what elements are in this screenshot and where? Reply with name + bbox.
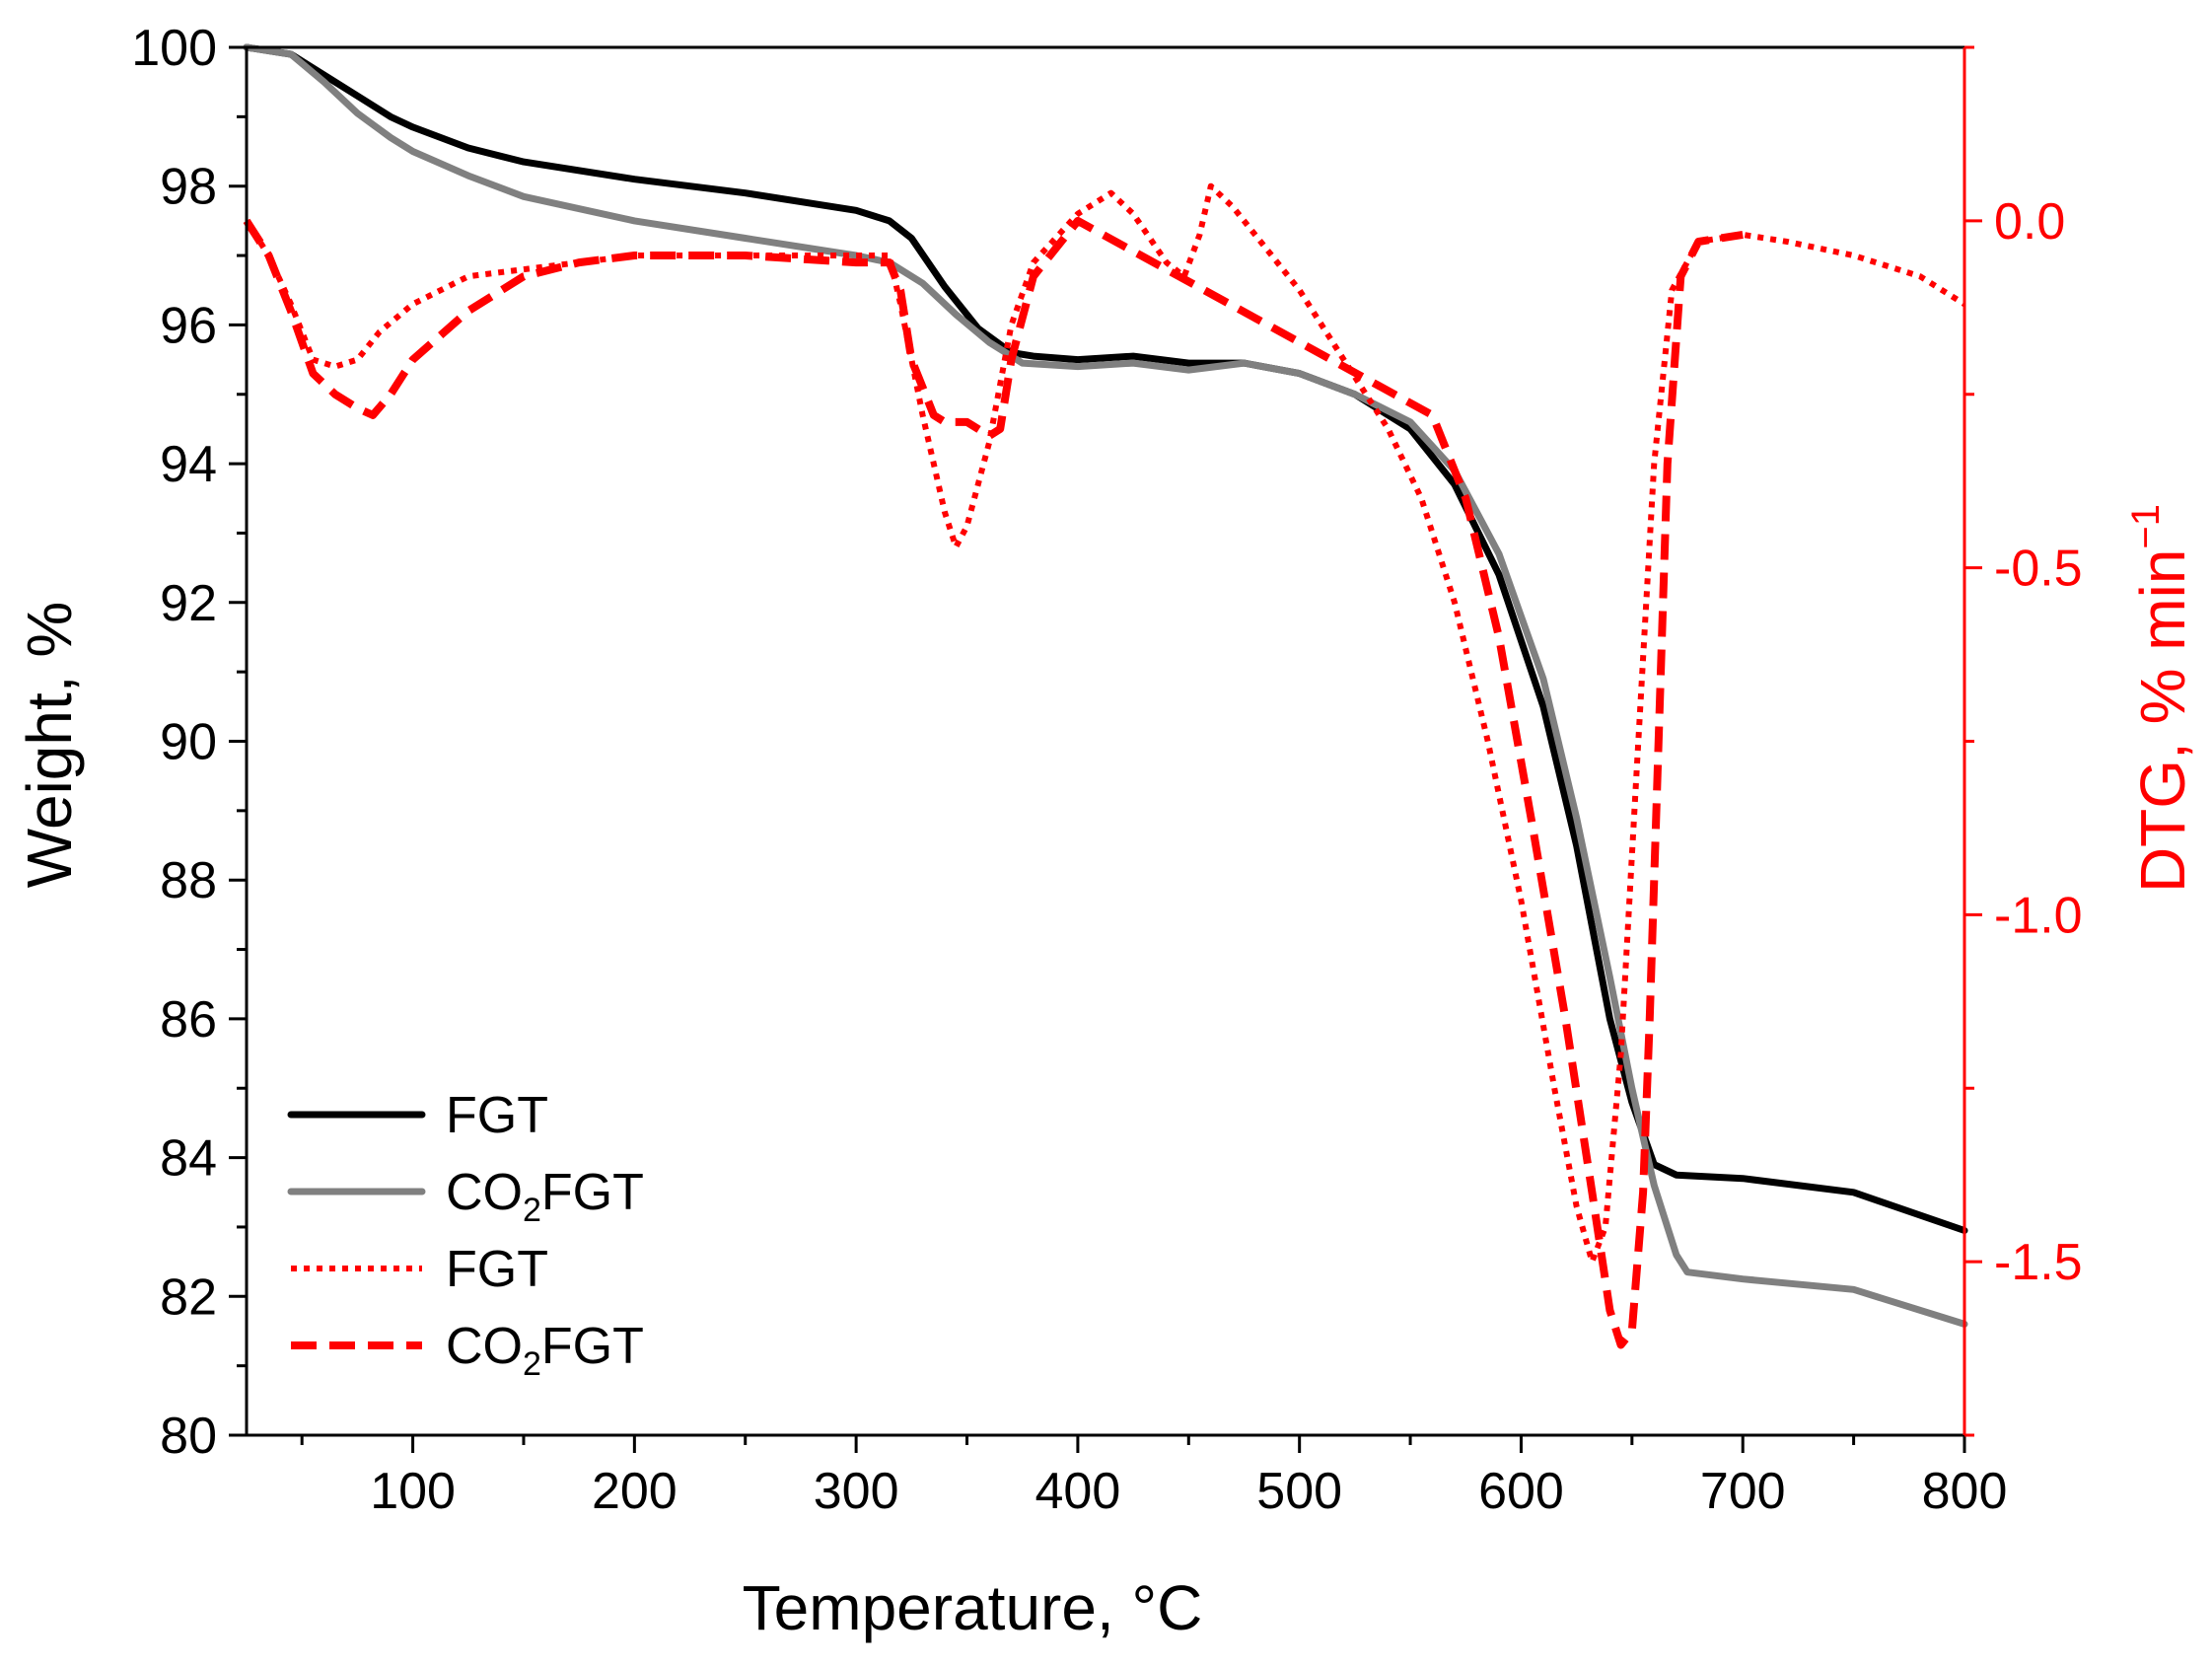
y-tick-label: 88 (160, 852, 217, 909)
y-tick-label: 94 (160, 436, 217, 493)
legend-label: CO2FGT (446, 1164, 644, 1229)
dtg-fgt-line (244, 182, 1966, 1266)
x-tick-label: 400 (1035, 1463, 1121, 1520)
y-tick-label: 82 (160, 1268, 217, 1326)
y2-axis-title-main: DTG, % min (2127, 549, 2198, 893)
x-axis-title: Temperature, °C (743, 1572, 1203, 1643)
x-tick-label: 100 (370, 1463, 456, 1520)
series-layer (243, 43, 1968, 1349)
ticks-layer: 100 200 300 400 500 600 700 800 80 82 84 86 88 90 92 94… (131, 20, 2082, 1520)
legend-label: FGT (446, 1087, 548, 1144)
dtg-co2fgt-line (243, 216, 1744, 1349)
x-tick-label: 600 (1478, 1463, 1564, 1520)
y2-axis-title-superscript: −1 (2124, 504, 2168, 549)
y-tick-label: 100 (131, 20, 217, 77)
y-tick-label: 84 (160, 1130, 217, 1188)
x-tick-label: 500 (1256, 1463, 1342, 1520)
y2-tick-label: -1.0 (1994, 887, 2083, 944)
y-tick-label: 96 (160, 297, 217, 354)
y2-axis-title: DTG, % min−1 (2124, 504, 2198, 893)
x-tick-label: 200 (592, 1463, 678, 1520)
y-tick-label: 98 (160, 159, 217, 216)
y-tick-label: 92 (160, 575, 217, 632)
y2-tick-label: 0.0 (1994, 193, 2065, 251)
y-axis-title: Weight, % (14, 602, 85, 889)
y2-tick-label: -0.5 (1994, 541, 2083, 598)
x-tick-label: 300 (814, 1463, 899, 1520)
legend-label: FGT (446, 1241, 548, 1298)
y-tick-label: 86 (160, 991, 217, 1049)
x-tick-label: 700 (1700, 1463, 1786, 1520)
y-tick-label: 80 (160, 1408, 217, 1465)
legend-label: CO2FGT (446, 1318, 644, 1383)
y-tick-label: 90 (160, 714, 217, 771)
y2-tick-label: -1.5 (1994, 1234, 2083, 1291)
x-tick-label: 800 (1922, 1463, 2008, 1520)
weight-co2fgt-line (243, 43, 1968, 1328)
legend: FGT CO2FGT FGT CO2FGT (287, 1087, 644, 1383)
weight-fgt-line (243, 43, 1968, 1234)
